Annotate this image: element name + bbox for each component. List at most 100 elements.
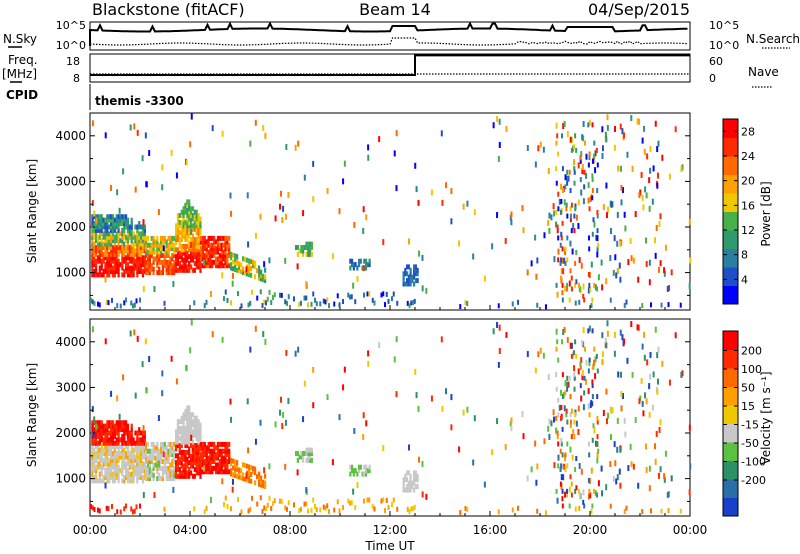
velocity-cell (113, 457, 116, 463)
velocity-cell (117, 440, 120, 446)
power-cell (180, 250, 183, 256)
beam-title: Beam 14 (359, 0, 431, 19)
power-cell (414, 278, 417, 284)
velocity-cell (173, 476, 176, 482)
velocity-cell (117, 447, 120, 453)
velocity-cell (193, 466, 196, 472)
velocity-cell (220, 441, 223, 447)
velocity-cell (145, 465, 148, 471)
power-cell (98, 251, 101, 257)
power-cell (160, 239, 163, 245)
power-cell (173, 235, 176, 241)
power-cell (224, 235, 227, 241)
velocity-cell (188, 405, 191, 411)
power-cell (322, 298, 325, 304)
power-cell (190, 209, 193, 215)
colorbar-segment (723, 368, 738, 387)
power-cell (169, 266, 172, 272)
velocity-cell (619, 329, 622, 336)
velocity-cell (407, 470, 410, 476)
velocity-cell (197, 456, 200, 462)
power-cell (240, 303, 243, 309)
power-cell (106, 241, 109, 247)
power-cell (572, 223, 575, 230)
power-cell (564, 260, 567, 266)
power-cell (351, 262, 354, 268)
velocity-cell (363, 464, 366, 470)
velocity-cell (564, 380, 567, 387)
power-cell (100, 262, 103, 268)
velocity-cell (110, 390, 113, 397)
velocity-cell (119, 509, 122, 515)
velocity-cell (625, 505, 628, 511)
power-cell (228, 249, 231, 255)
velocity-cell (556, 339, 559, 345)
power-cell (591, 195, 594, 201)
power-cell (587, 122, 590, 128)
velocity-cell (195, 429, 198, 435)
velocity-cell (96, 420, 100, 426)
velocity-cell (175, 453, 178, 459)
velocity-cell (629, 443, 632, 450)
power-cell (555, 122, 558, 129)
velocity-cell (189, 347, 192, 354)
power-cell (250, 259, 253, 265)
power-cell (618, 262, 621, 269)
velocity-cell (108, 447, 111, 453)
velocity-cell (559, 448, 562, 454)
power-cell (110, 231, 113, 237)
power-cell (195, 216, 198, 222)
power-cell (226, 235, 229, 241)
power-cell (152, 259, 155, 265)
power-cell (119, 303, 122, 309)
power-cell (108, 238, 111, 244)
velocity-cell (211, 441, 214, 447)
velocity-cell (565, 412, 568, 418)
power-cell (594, 284, 597, 291)
power-cell (591, 177, 594, 183)
power-cell (98, 217, 101, 223)
velocity-cell (132, 464, 135, 470)
power-cell (152, 256, 155, 262)
velocity-cell (302, 416, 305, 423)
power-cell (209, 290, 212, 297)
power-cell (326, 188, 329, 195)
velocity-cell (117, 444, 120, 450)
power-cell (619, 123, 622, 130)
velocity-cell (111, 457, 115, 463)
velocity-cell (234, 459, 237, 465)
power-cell (560, 235, 563, 241)
power-cell (145, 246, 148, 252)
power-cell (287, 294, 290, 300)
power-cell (593, 140, 596, 146)
power-cell (184, 202, 187, 208)
power-cell (156, 242, 159, 248)
power-cell (160, 253, 163, 259)
power-cell (182, 257, 185, 263)
power-cell (205, 242, 208, 248)
power-cell (182, 226, 185, 232)
power-cell (569, 213, 572, 219)
power-cell (113, 238, 116, 244)
velocity-cell (141, 430, 145, 436)
power-cell (143, 265, 146, 271)
velocity-cell (260, 482, 263, 488)
velocity-cell (230, 468, 233, 474)
power-cell (106, 251, 109, 257)
velocity-cell (163, 465, 166, 471)
velocity-cell (190, 453, 193, 459)
velocity-cell (132, 471, 135, 477)
velocity-cell (591, 503, 594, 509)
power-cell (113, 255, 116, 261)
velocity-cell (393, 356, 396, 363)
velocity-cell (266, 502, 269, 508)
power-cell (136, 262, 139, 268)
velocity-cell (249, 506, 252, 512)
velocity-cell (215, 469, 218, 475)
power-cell (655, 224, 658, 231)
power-cell (560, 268, 563, 275)
velocity-cell (197, 460, 200, 466)
velocity-cell (504, 443, 507, 450)
velocity-cell (138, 447, 141, 453)
